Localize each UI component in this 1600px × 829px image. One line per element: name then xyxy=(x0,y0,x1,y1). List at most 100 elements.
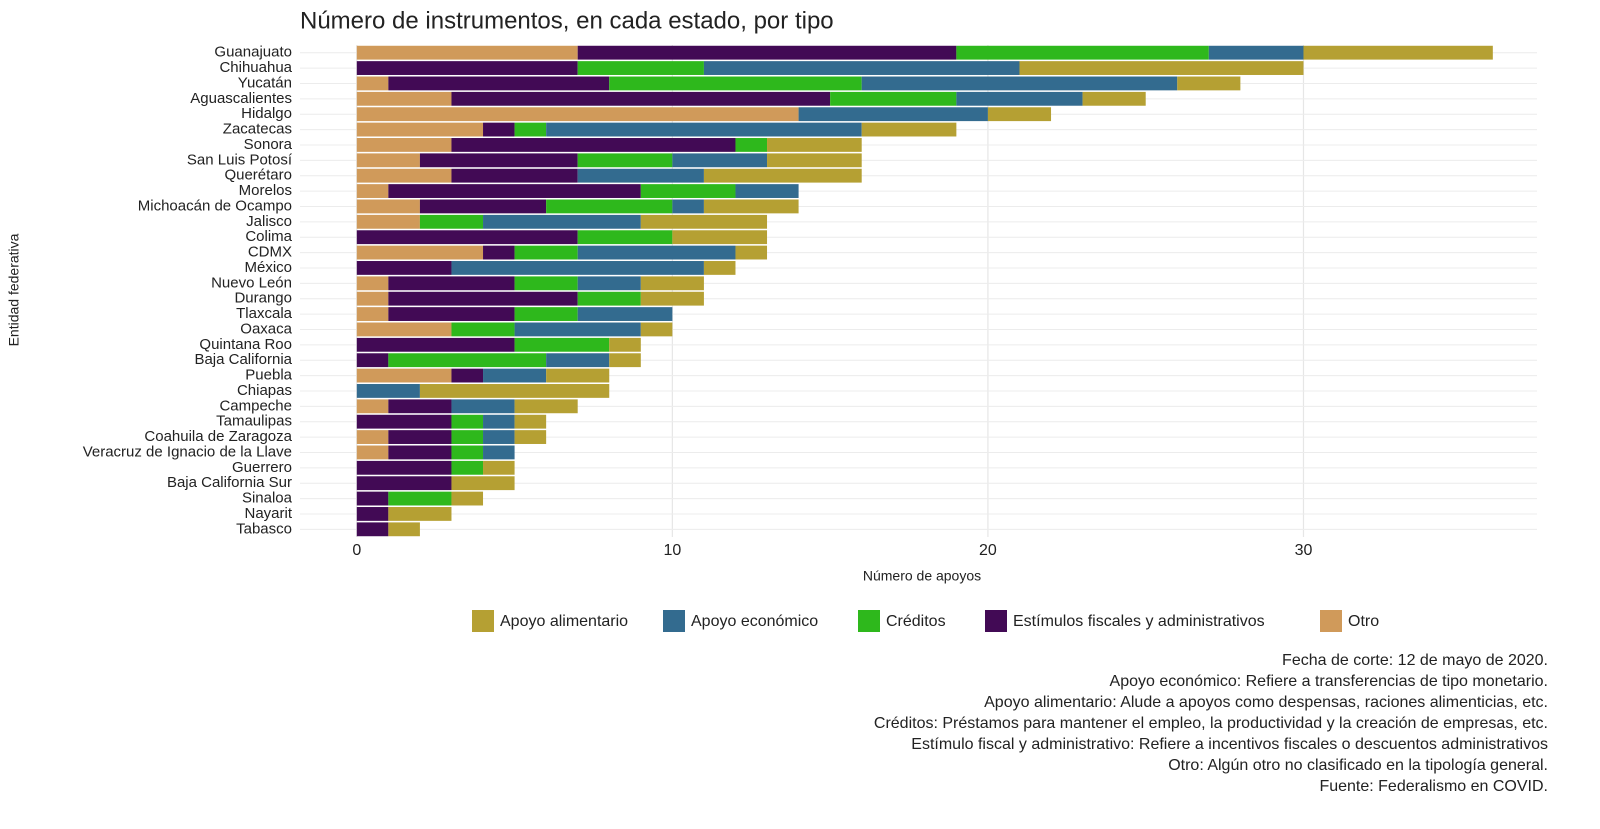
caption-line: Otro: Algún otro no clasificado en la ti… xyxy=(1168,757,1548,774)
legend-key xyxy=(985,610,1007,632)
bar-segment xyxy=(703,168,862,183)
bar-segment xyxy=(388,491,452,506)
bar-segment xyxy=(356,199,420,214)
bar-segment xyxy=(356,322,452,337)
bar-segment xyxy=(356,507,389,521)
y-tick-label: Aguascalientes xyxy=(190,90,292,107)
y-tick-label: Tlaxcala xyxy=(236,305,293,322)
bar-segment xyxy=(956,45,1209,60)
bar-segment xyxy=(388,76,610,91)
bar-segment xyxy=(356,91,452,106)
bar-segment xyxy=(514,399,578,414)
caption-line: Créditos: Préstamos para mantener el emp… xyxy=(874,715,1548,732)
caption-line: Apoyo alimentario: Alude a apoyos como d… xyxy=(984,694,1548,711)
bar-segment xyxy=(356,384,420,398)
y-axis-label: Entidad federativa xyxy=(6,233,22,346)
bar-segment xyxy=(356,61,578,75)
bar-segment xyxy=(356,261,452,275)
x-tick-label: 20 xyxy=(979,542,997,559)
chart-title: Número de instrumentos, en cada estado, … xyxy=(300,7,834,34)
bar-segment xyxy=(483,445,515,460)
bar-segment xyxy=(483,414,515,429)
bar-segment xyxy=(514,245,578,260)
bar-segment xyxy=(483,214,641,229)
bar-segment xyxy=(861,76,1178,91)
bar-segment xyxy=(514,122,547,137)
bar-segment xyxy=(483,460,515,475)
legend-label: Estímulos fiscales y administrativos xyxy=(1013,613,1265,630)
bar-segment xyxy=(451,476,515,491)
legend-key xyxy=(858,610,880,632)
caption-line: Estímulo fiscal y administrativo: Refier… xyxy=(911,736,1548,753)
bar-segment xyxy=(640,291,704,306)
bar-segment xyxy=(356,491,389,506)
bar-segment xyxy=(703,199,799,214)
bar-segment xyxy=(419,384,610,398)
bar-segment xyxy=(419,214,484,229)
y-tick-label: Baja California Sur xyxy=(167,474,292,491)
bar-segment xyxy=(798,107,988,122)
bar-segment xyxy=(514,414,547,429)
bar-segment xyxy=(546,122,862,137)
bar-segment xyxy=(388,430,452,444)
y-tick-label: Campeche xyxy=(219,397,292,414)
bar-segment xyxy=(577,245,736,260)
bar-segment xyxy=(1019,61,1304,75)
bar-segment xyxy=(356,445,389,460)
y-tick-label: Sinaloa xyxy=(242,490,293,507)
bar-segment xyxy=(735,184,799,198)
bar-segment xyxy=(356,245,484,260)
bar-segment xyxy=(546,199,673,214)
bar-segment xyxy=(388,291,578,306)
bar-segment xyxy=(451,168,578,183)
x-tick-label: 0 xyxy=(352,542,361,559)
bar-segment xyxy=(1303,45,1493,60)
bar-segment xyxy=(987,107,1052,122)
caption-line: Apoyo económico: Refiere a transferencia… xyxy=(1110,673,1548,690)
bar-segment xyxy=(356,476,452,491)
bar-segment xyxy=(609,76,862,91)
y-tick-label: Michoacán de Ocampo xyxy=(138,197,292,214)
bar-segment xyxy=(356,107,799,122)
bar-segment xyxy=(356,522,389,537)
y-tick-label: Guerrero xyxy=(232,459,292,476)
bar-segment xyxy=(388,307,515,321)
bar-segment xyxy=(640,184,736,198)
y-tick-label: San Luis Potosí xyxy=(187,151,293,168)
bar-segment xyxy=(388,399,452,414)
y-tick-label: Tamaulipas xyxy=(216,413,292,430)
y-tick-label: Baja California xyxy=(194,351,292,368)
bar-segment xyxy=(451,368,484,383)
y-tick-label: Guanajuato xyxy=(214,44,292,61)
y-tick-label: Chiapas xyxy=(237,382,292,399)
y-tick-label: Oaxaca xyxy=(240,320,292,337)
bar-segment xyxy=(356,76,389,91)
legend-key xyxy=(663,610,685,632)
bar-segment xyxy=(451,460,484,475)
bar-segment xyxy=(767,138,862,152)
bar-segment xyxy=(577,276,641,291)
legend-label: Otro xyxy=(1348,613,1379,630)
bar-segment xyxy=(356,122,484,137)
y-tick-label: Puebla xyxy=(245,367,292,384)
bar-segment xyxy=(356,399,389,414)
bar-segment xyxy=(640,276,704,291)
bar-segment xyxy=(356,214,420,229)
y-tick-label: Hidalgo xyxy=(241,105,292,122)
bar-segment xyxy=(451,91,831,106)
bar-segment xyxy=(672,199,704,214)
bar-segment xyxy=(356,414,452,429)
bar-segment xyxy=(703,261,736,275)
bar-segment xyxy=(483,368,547,383)
bar-segment xyxy=(1177,76,1241,91)
y-tick-label: Chihuahua xyxy=(219,59,292,76)
legend-label: Créditos xyxy=(886,613,946,630)
bar-segment xyxy=(356,291,389,306)
bar-segment xyxy=(514,337,610,352)
y-tick-label: Yucatán xyxy=(238,74,292,91)
bar-segment xyxy=(514,430,547,444)
bar-segment xyxy=(830,91,957,106)
bar-segment xyxy=(451,445,484,460)
bar-segment xyxy=(546,368,610,383)
